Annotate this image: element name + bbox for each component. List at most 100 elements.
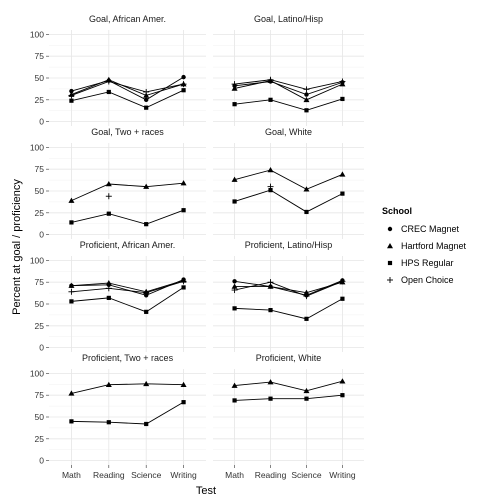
legend-item-open-choice: Open Choice — [387, 275, 454, 285]
panel-7-series-hartford-magnet-point — [68, 390, 75, 396]
panel-6-series-hartford-magnet-point — [267, 283, 274, 289]
panel-5-series-hps-regular-line — [71, 287, 184, 313]
panel-1: Goal, African Amer. 0 25 50 75 100 — [30, 14, 206, 127]
panel-1-series-open-choice-point — [180, 81, 187, 88]
panel-6-series-hps-regular-point — [268, 308, 273, 313]
panel-6-series-hartford-magnet-point — [231, 283, 238, 289]
panel-4: Goal, White — [213, 127, 364, 239]
panel-2-series-hartford-magnet-line — [234, 80, 343, 101]
panel-6-series-open-choice — [231, 278, 346, 300]
panel-5-series-open-choice-point — [68, 288, 75, 295]
panel-7-ytick-label: 100 — [30, 368, 44, 378]
panel-1-series-crec-magnet-point — [143, 97, 149, 103]
panel-1-ytick-label: 50 — [35, 73, 45, 83]
legend-item-hartford-magnet-label: Hartford Magnet — [401, 241, 467, 251]
panel-7-series-hartford-magnet — [68, 380, 187, 396]
panel-7-series-hartford-magnet-point — [180, 381, 187, 387]
panel-1-ytick-label: 25 — [35, 95, 45, 105]
panel-8: Proficient, White Math Reading Science Writi… — [213, 353, 364, 480]
panel-8-series-hartford-magnet-line — [234, 380, 343, 392]
panel-8-xtick-label: Writing — [329, 470, 356, 480]
panel-5-series-hps-regular-point — [69, 299, 74, 304]
panel-4-series-hartford-magnet-point — [303, 186, 310, 192]
panel-2-series-open-choice-point — [303, 86, 310, 93]
panel-5-title: Proficient, African Amer. — [80, 240, 176, 250]
legend-item-crec-magnet-label: CREC Magnet — [401, 224, 460, 234]
panel-6-series-hps-regular-point — [232, 306, 237, 311]
panel-2-series-hps-regular-point — [232, 102, 237, 107]
panel-3-series-hps-regular-point — [181, 208, 186, 213]
panel-5-series-hartford-magnet-line — [71, 280, 184, 293]
panel-2-series-hartford-magnet — [231, 77, 346, 103]
panel-3-series-hartford-magnet-point — [180, 180, 187, 186]
panel-6-series-hps-regular — [232, 296, 345, 321]
panel-3-series-hps-regular-point — [144, 222, 149, 227]
panel-3-ytick-label: 75 — [35, 164, 45, 174]
panel-4-series-hartford-magnet-point — [267, 167, 274, 173]
legend-item-hartford-magnet-key — [387, 243, 393, 249]
panel-4-series-hps-regular-line — [234, 189, 343, 213]
legend-item-crec-magnet: CREC Magnet — [387, 224, 460, 234]
panel-8-series-hartford-magnet-point — [339, 378, 346, 384]
panel-7-title: Proficient, Two + races — [82, 353, 174, 363]
panel-1-series-hartford-magnet-point — [143, 92, 150, 98]
panel-3-series-hps-regular-point — [106, 211, 111, 216]
panel-7-xtick-label: Math — [62, 470, 81, 480]
panel-2-series-hps-regular-point — [304, 108, 309, 113]
panel-7-ytick-label: 0 — [39, 456, 44, 466]
panel-2-series-open-choice-point — [267, 76, 274, 83]
panel-1-ytick-label: 0 — [39, 117, 44, 127]
panel-3-series-hps-regular — [69, 208, 186, 227]
panel-4-series-hartford-magnet-point — [339, 171, 346, 177]
panel-3-ytick-label: 50 — [35, 186, 45, 196]
panel-6-series-open-choice-point — [303, 293, 310, 300]
panel-5-series-open-choice-point — [180, 278, 187, 285]
panel-3-series-open-choice — [105, 193, 112, 200]
panel-7-series-hps-regular-point — [69, 419, 74, 424]
panel-1-series-open-choice-line — [71, 81, 184, 96]
panel-1-series-open-choice-point — [105, 78, 112, 85]
panel-5-series-open-choice-point — [105, 285, 112, 292]
panel-6-series-open-choice-point — [231, 287, 238, 294]
panel-7-series-hps-regular — [69, 400, 186, 427]
panel-3-series-hps-regular-line — [71, 209, 184, 225]
panel-1-series-hps-regular-line — [71, 89, 184, 109]
panel-1-series-hartford-magnet-line — [71, 79, 184, 96]
panel-2-series-open-choice-point — [339, 78, 346, 85]
panel-7-xtick-label: Reading — [93, 470, 125, 480]
panel-3-series-hartford-magnet — [68, 180, 187, 203]
panel-8-title: Proficient, White — [256, 353, 322, 363]
panel-1-series-open-choice-point — [143, 88, 150, 95]
panel-2-series-hps-regular-line — [234, 98, 343, 111]
panel-8-series-hartford-magnet-point — [231, 382, 238, 388]
legend-item-open-choice-key — [387, 277, 393, 283]
panel-1-series-hps-regular — [69, 88, 186, 110]
panel-6: Proficient, Latino/Hisp — [213, 240, 364, 352]
legend-item-crec-magnet-key — [387, 226, 393, 232]
panel-7: Proficient, Two + races 0 25 50 75 100 Math Rea… — [30, 353, 206, 480]
panel-7-series-hps-regular-point — [181, 400, 186, 405]
panel-2-series-open-choice — [231, 76, 346, 93]
panel-3-series-hartford-magnet-point — [68, 197, 75, 203]
panel-8-xtick-label: Reading — [255, 470, 287, 480]
legend-item-hps-regular-label: HPS Regular — [401, 258, 454, 268]
panel-6-series-hartford-magnet-point — [303, 289, 310, 295]
panel-4-series-open-choice — [267, 183, 274, 190]
panel-1-series-open-choice-point — [68, 92, 75, 99]
panel-1-series-crec-magnet-point — [181, 74, 186, 80]
panel-1-series-hps-regular-point — [69, 98, 74, 103]
y-axis-title: Percent at goal / proficiency — [11, 179, 23, 315]
panel-5-ytick-label: 0 — [39, 343, 44, 353]
panel-1-title: Goal, African Amer. — [89, 14, 166, 24]
panel-7-series-hartford-magnet-point — [105, 381, 112, 387]
panel-5-series-open-choice — [68, 278, 187, 296]
panel-8-series-hps-regular-point — [232, 398, 237, 403]
panel-6-series-crec-magnet-point — [232, 279, 237, 284]
panel-1-series-hps-regular-point — [181, 88, 186, 93]
panel-1-series-open-choice — [68, 78, 187, 99]
panel-8-series-hartford-magnet-point — [303, 387, 310, 394]
panel-2-series-hps-regular-point — [340, 96, 345, 102]
panel-6-series-hps-regular-point — [340, 296, 345, 301]
panel-8-series-hps-regular — [232, 393, 345, 403]
